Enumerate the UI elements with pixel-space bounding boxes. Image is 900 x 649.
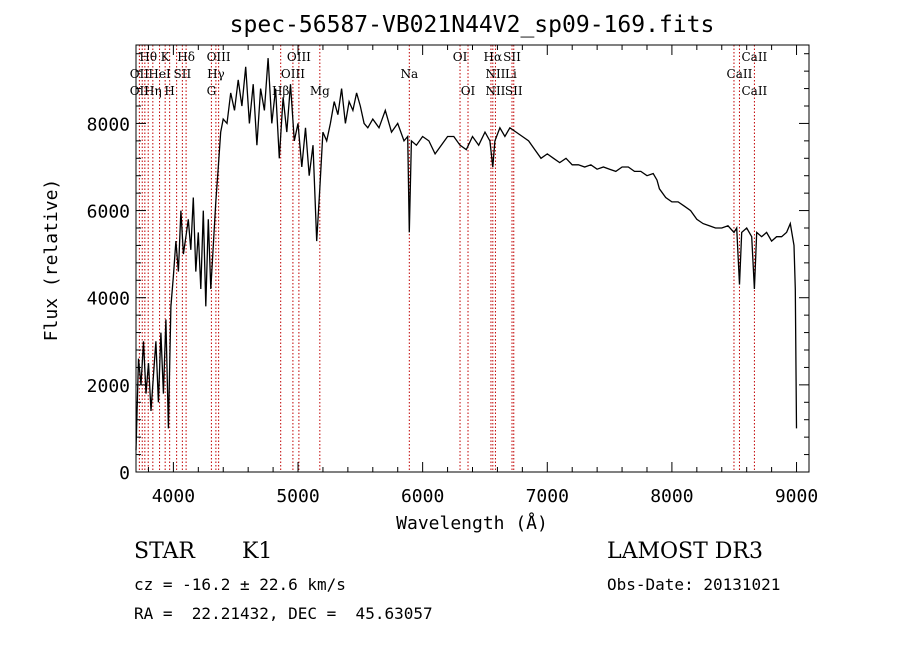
spectral-line-label: OIII xyxy=(287,50,311,64)
spectral-line-label: NII xyxy=(485,84,505,98)
spectral-line-label: Hα xyxy=(484,50,503,64)
spectral-line-label: SII xyxy=(503,50,521,64)
spectral-line-label: Mg xyxy=(310,84,330,98)
x-tick-label: 7000 xyxy=(526,486,569,507)
y-tick-label: 2000 xyxy=(87,376,130,397)
spectrum-series-line xyxy=(135,58,798,451)
spectral-line-label: K xyxy=(161,50,171,64)
spectral-line-label: SII xyxy=(505,84,523,98)
y-tick-label: 0 xyxy=(119,463,130,484)
spectral-line-label: Hδ xyxy=(177,50,195,64)
x-tick-label: 8000 xyxy=(650,486,693,507)
spectral-line-label: OIII xyxy=(207,50,231,64)
spectral-line-label: CaII xyxy=(727,67,753,81)
spectral-line-label: OII xyxy=(130,84,150,98)
spectral-line-label: Hγ xyxy=(207,67,225,81)
spectral-line-label: SII xyxy=(174,67,192,81)
spectral-line-markers xyxy=(138,45,755,472)
y-tick-label: 4000 xyxy=(87,289,130,310)
observation-date: Obs-Date: 20131021 xyxy=(607,575,781,594)
spectral-line-label: OI xyxy=(453,50,468,64)
spectral-line-label: Na xyxy=(400,67,418,81)
x-tick-label: 9000 xyxy=(775,486,818,507)
plot-frame xyxy=(135,44,810,473)
y-tick-label: 6000 xyxy=(87,202,130,223)
y-axis-label: Flux (relative) xyxy=(41,179,62,342)
spectral-line-label: HeI xyxy=(148,67,171,81)
chart-title: spec-56587-VB021N44V2_sp09-169.fits xyxy=(230,12,715,38)
spectral-line-label: Hθ xyxy=(139,50,157,64)
spectral-line-label: OII xyxy=(130,67,150,81)
class-type: STAR xyxy=(134,539,195,564)
y-tick-label: 8000 xyxy=(87,114,130,135)
x-tick-label: 5000 xyxy=(276,486,319,507)
spectral-line-label: CaII xyxy=(741,84,767,98)
subclass: K1 xyxy=(242,539,273,564)
axis-ticks: 4000 5000 6000 7000 8000 9000 0 2000 4000 6000 800… xyxy=(87,45,818,507)
redshift-velocity: cz = -16.2 ± 22.6 km/s xyxy=(134,575,346,594)
spectral-line-label: H xyxy=(164,84,174,98)
x-tick-label: 6000 xyxy=(401,486,444,507)
spectral-line-label: NII xyxy=(485,67,505,81)
coordinates: RA = 22.21432, DEC = 45.63057 xyxy=(134,604,433,623)
x-tick-label: 4000 xyxy=(152,486,195,507)
spectral-line-label: OIII xyxy=(281,67,305,81)
survey-name: LAMOST DR3 xyxy=(607,539,763,564)
spectral-line-label: G xyxy=(207,84,217,98)
spectral-line-label: OI xyxy=(461,84,476,98)
x-axis-label: Wavelength (Å) xyxy=(396,512,548,534)
spectral-line-label: Li xyxy=(505,67,517,81)
spectral-line-label: Hη xyxy=(144,84,162,98)
spectral-line-label: CaII xyxy=(741,50,767,64)
